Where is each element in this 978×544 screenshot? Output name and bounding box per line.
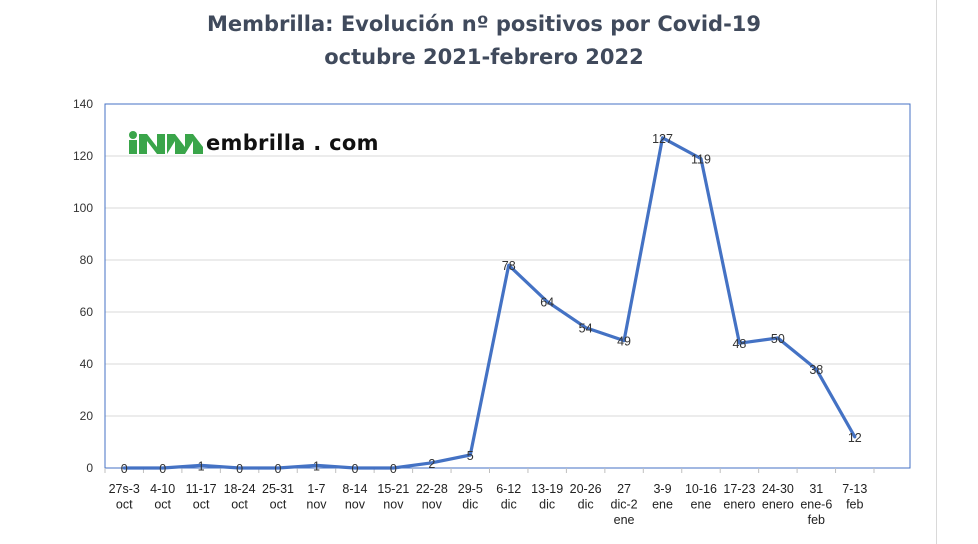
x-tick-label: enero: [723, 498, 755, 512]
x-tick-label: nov: [345, 498, 366, 512]
x-tick-label: 29-5: [458, 482, 483, 496]
data-label: 127: [652, 132, 673, 146]
membrilla-logo-icon: [129, 131, 203, 154]
x-tick-label: 22-28: [416, 482, 448, 496]
data-label: 0: [351, 462, 358, 476]
x-tick-label: 10-16: [685, 482, 717, 496]
y-tick-label: 140: [73, 97, 93, 111]
x-tick-label: oct: [193, 498, 210, 512]
data-label: 1: [198, 459, 205, 473]
x-tick-label: 20-26: [570, 482, 602, 496]
divider: [936, 0, 937, 544]
plot-area-border: [104, 103, 911, 469]
data-label: 0: [236, 462, 243, 476]
series-line: [122, 136, 857, 470]
data-label: 50: [771, 332, 785, 346]
y-tick-label: 0: [86, 461, 93, 475]
data-label: 0: [159, 462, 166, 476]
y-tick-label: 120: [73, 149, 93, 163]
x-tick-label: dic-2: [611, 498, 638, 512]
data-label: 38: [809, 363, 823, 377]
x-tick-label: ene: [691, 498, 712, 512]
x-tick-label: dic: [539, 498, 555, 512]
x-tick-label: oct: [154, 498, 171, 512]
data-label: 2: [428, 457, 435, 471]
data-label: 48: [732, 337, 746, 351]
x-tick-label: enero: [762, 498, 794, 512]
x-tick-label: 1-7: [307, 482, 325, 496]
x-tick-label: 8-14: [342, 482, 367, 496]
x-tick-label: nov: [306, 498, 327, 512]
x-tick-label: 27: [617, 482, 631, 496]
x-tick-label: feb: [808, 513, 825, 527]
data-labels: 0 0 1 0 0 1 0 0 2 5 78 64 54 49 127 119 48 50 38 12: [121, 132, 862, 476]
data-label: 0: [275, 462, 282, 476]
y-tick-label: 40: [80, 357, 94, 371]
x-tick-label: 4-10: [150, 482, 175, 496]
data-label: 78: [502, 259, 516, 273]
watermark-text: embrilla . com: [206, 131, 379, 155]
x-tick-label: oct: [270, 498, 287, 512]
x-tick-label: dic: [501, 498, 517, 512]
x-tick-label: 3-9: [653, 482, 671, 496]
x-tick-label: ene: [652, 498, 673, 512]
x-tick-label: oct: [116, 498, 133, 512]
data-label: 1: [313, 459, 320, 473]
x-tick-label: 18-24: [224, 482, 256, 496]
gridlines: [104, 103, 911, 473]
data-label: 0: [121, 462, 128, 476]
data-label: 49: [617, 335, 631, 349]
x-axis-tick-labels: 27s-3 oct 4-10 oct 11-17 oct 18-24 oct 25-31 oct 1…: [109, 482, 868, 527]
x-tick-label: feb: [846, 498, 863, 512]
x-tick-label: nov: [383, 498, 404, 512]
x-tick-label: dic: [578, 498, 594, 512]
x-tick-label: dic: [462, 498, 478, 512]
data-label: 54: [579, 322, 593, 336]
x-tick-label: ene: [614, 513, 635, 527]
x-tick-label: oct: [231, 498, 248, 512]
chart-title-line-2: octubre 2021-febrero 2022: [324, 45, 644, 69]
y-tick-label: 80: [80, 253, 94, 267]
x-tick-label: 24-30: [762, 482, 794, 496]
x-tick-label: 25-31: [262, 482, 294, 496]
x-tick-label: 17-23: [723, 482, 755, 496]
data-label: 12: [848, 431, 862, 445]
y-tick-label: 100: [73, 201, 93, 215]
data-label: 64: [540, 296, 554, 310]
x-tick-label: 15-21: [377, 482, 409, 496]
y-axis-tick-labels: 0 20 40 60 80 100 120 140: [73, 97, 93, 475]
x-tick-label: 31: [809, 482, 823, 496]
y-tick-label: 60: [80, 305, 94, 319]
data-label: 119: [691, 153, 711, 167]
x-tick-label: 6-12: [496, 482, 521, 496]
data-label: 5: [467, 449, 474, 463]
y-tick-label: 20: [80, 409, 94, 423]
x-tick-label: ene-6: [800, 498, 832, 512]
x-tick-label: 13-19: [531, 482, 563, 496]
x-tick-label: 27s-3: [109, 482, 140, 496]
x-tick-label: 7-13: [842, 482, 867, 496]
data-label: 0: [390, 462, 397, 476]
membrilla-logo: embrilla . com: [126, 130, 379, 156]
series-line-path: [122, 136, 857, 470]
x-tick-label: 11-17: [186, 482, 217, 496]
chart-title-line-1: Membrilla: Evolución nº positivos por Co…: [206, 12, 762, 36]
x-tick-label: nov: [422, 498, 443, 512]
